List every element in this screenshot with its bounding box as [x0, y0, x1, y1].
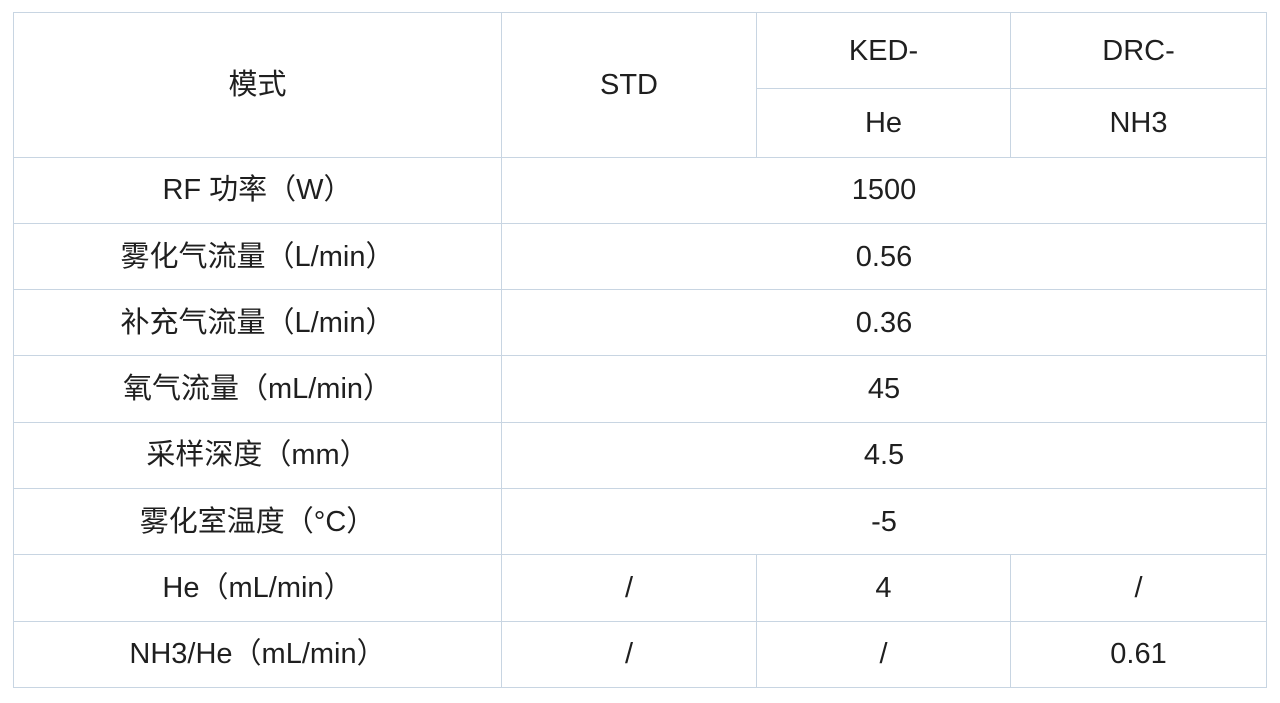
- row-label: RF 功率（W）: [13, 156, 502, 224]
- header-row-modes: 模式 STD KED- DRC-: [13, 11, 1267, 158]
- row-label: NH3/He（mL/min）: [13, 620, 502, 689]
- row-value: 1500: [501, 156, 1267, 224]
- header-cell-std: STD: [501, 12, 757, 158]
- row-value: 0.36: [501, 289, 1267, 357]
- header-cell-mode: 模式: [13, 12, 502, 158]
- row-value: 45: [501, 355, 1267, 423]
- row-value: 0.56: [501, 222, 1267, 291]
- header-cell-ked: KED-: [756, 11, 1011, 90]
- cell-ked-value: /: [756, 620, 1011, 689]
- table-row-rf-power: RF 功率（W） 1500: [13, 156, 1267, 224]
- row-label: 雾化室温度（°C）: [13, 488, 502, 556]
- row-label: 氧气流量（mL/min）: [13, 355, 502, 423]
- icpms-parameters-table: 模式 STD KED- DRC- He NH3 RF 功率（W） 1500 雾化…: [13, 11, 1267, 689]
- table-row-nebulizer-gas: 雾化气流量（L/min） 0.56: [13, 222, 1267, 291]
- table-row-he-flow: He（mL/min） / 4 /: [13, 554, 1267, 622]
- cell-drc-value: 0.61: [1010, 620, 1267, 689]
- header-cell-drc: DRC-: [1010, 11, 1267, 90]
- table-row-sampling-depth: 采样深度（mm） 4.5: [13, 421, 1267, 490]
- row-label: 补充气流量（L/min）: [13, 289, 502, 357]
- cell-ked-value: 4: [756, 554, 1011, 622]
- row-label: 采样深度（mm）: [13, 421, 502, 490]
- header-row-gases: He NH3: [14, 88, 1267, 158]
- header-cell-ked-gas: He: [756, 88, 1011, 158]
- row-value: 4.5: [501, 421, 1267, 490]
- cell-drc-value: /: [1010, 554, 1267, 622]
- row-label: He（mL/min）: [13, 554, 502, 622]
- table-row-makeup-gas: 补充气流量（L/min） 0.36: [13, 289, 1267, 357]
- row-label: 雾化气流量（L/min）: [13, 222, 502, 291]
- table-row-spray-chamber-temp: 雾化室温度（°C） -5: [13, 488, 1267, 556]
- cell-std-value: /: [501, 620, 757, 689]
- table-row-oxygen-flow: 氧气流量（mL/min） 45: [13, 355, 1267, 423]
- header-cell-drc-gas: NH3: [1010, 88, 1267, 158]
- row-value: -5: [501, 488, 1267, 556]
- table-row-nh3he-flow: NH3/He（mL/min） / / 0.61: [13, 620, 1267, 689]
- cell-std-value: /: [501, 554, 757, 622]
